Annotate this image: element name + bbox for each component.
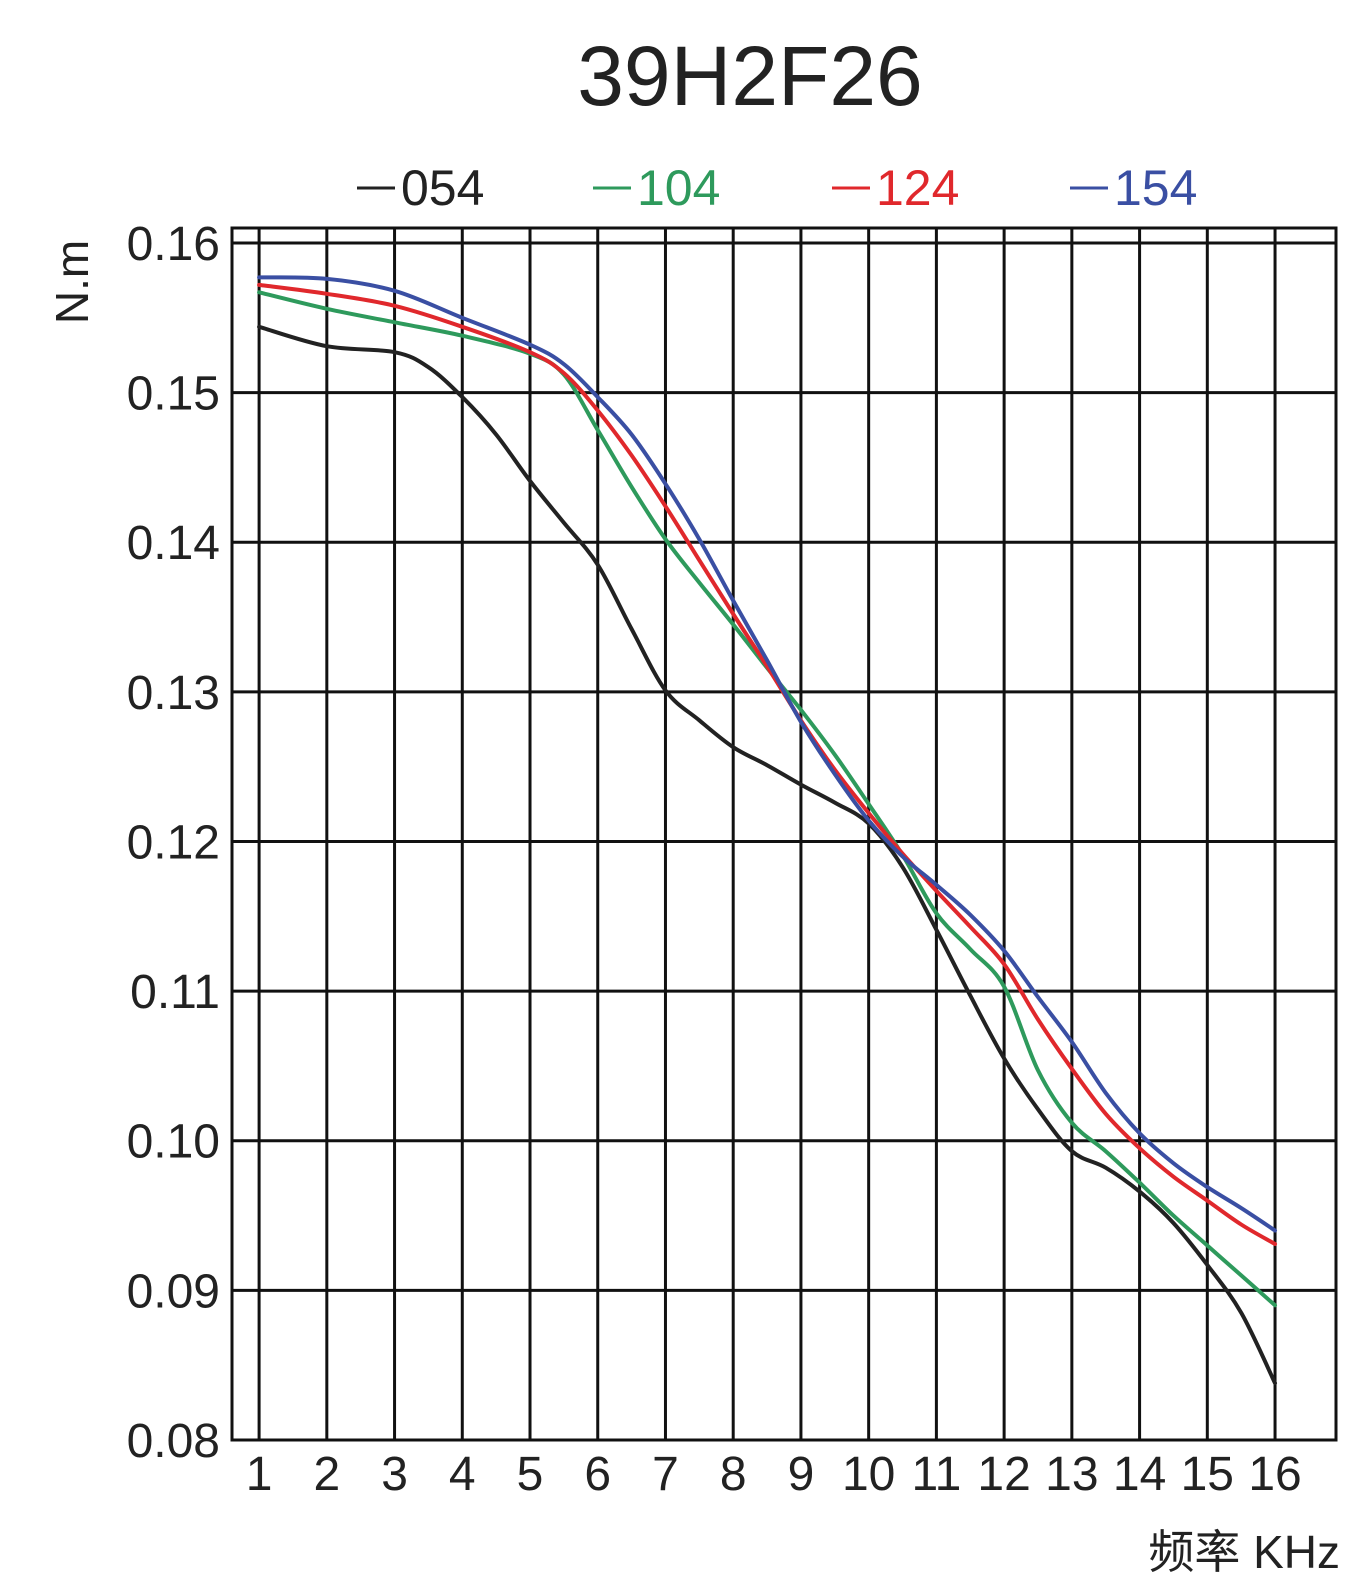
y-tick-label: 0.12	[127, 816, 220, 869]
x-tick-label: 1	[246, 1448, 273, 1501]
x-tick-label: 9	[788, 1448, 815, 1501]
legend: 054 104 124 154	[357, 160, 1197, 216]
series-line-154	[257, 275, 1277, 1233]
y-tick-label: 0.08	[127, 1415, 220, 1468]
series-lines	[257, 275, 1277, 1386]
y-tick-labels: 0.08 0.09 0.10 0.11 0.12 0.13 0.14 0.15 0.16	[127, 218, 220, 1468]
y-tick-label: 0.14	[127, 517, 220, 570]
chart-title: 39H2F26	[577, 29, 923, 123]
x-tick-label: 6	[584, 1448, 611, 1501]
x-axis-label: 频率 KHz	[1148, 1526, 1340, 1578]
x-tick-label: 12	[977, 1448, 1030, 1501]
x-tick-label: 5	[517, 1448, 544, 1501]
y-tick-label: 0.11	[130, 966, 220, 1019]
series-line-054	[257, 324, 1277, 1386]
x-tick-label: 3	[381, 1448, 408, 1501]
y-tick-label: 0.13	[127, 667, 220, 720]
grid	[230, 226, 1338, 1442]
x-tick-label: 16	[1248, 1448, 1301, 1501]
legend-label-124: 124	[876, 160, 959, 216]
legend-label-154: 154	[1114, 160, 1197, 216]
x-tick-labels: 1 2 3 4 5 6 7 8 9 10 11 12 13 14 15 16	[246, 1448, 1302, 1501]
x-tick-label: 14	[1113, 1448, 1166, 1501]
x-tick-label: 8	[720, 1448, 747, 1501]
x-tick-label: 2	[313, 1448, 340, 1501]
y-axis-label: N.m	[46, 240, 98, 324]
x-tick-label: 4	[449, 1448, 476, 1501]
y-tick-label: 0.16	[127, 218, 220, 271]
x-tick-label: 13	[1045, 1448, 1098, 1501]
y-tick-label: 0.09	[127, 1265, 220, 1318]
x-tick-label: 15	[1181, 1448, 1234, 1501]
x-tick-label: 11	[911, 1448, 961, 1501]
series-line-124	[257, 282, 1277, 1246]
y-tick-label: 0.15	[127, 368, 220, 421]
x-tick-label: 10	[842, 1448, 895, 1501]
series-line-104	[257, 290, 1277, 1308]
y-tick-label: 0.10	[127, 1116, 220, 1169]
legend-label-054: 054	[401, 160, 484, 216]
plot-frame	[230, 226, 1338, 1442]
x-tick-label: 7	[652, 1448, 679, 1501]
legend-label-104: 104	[637, 160, 720, 216]
